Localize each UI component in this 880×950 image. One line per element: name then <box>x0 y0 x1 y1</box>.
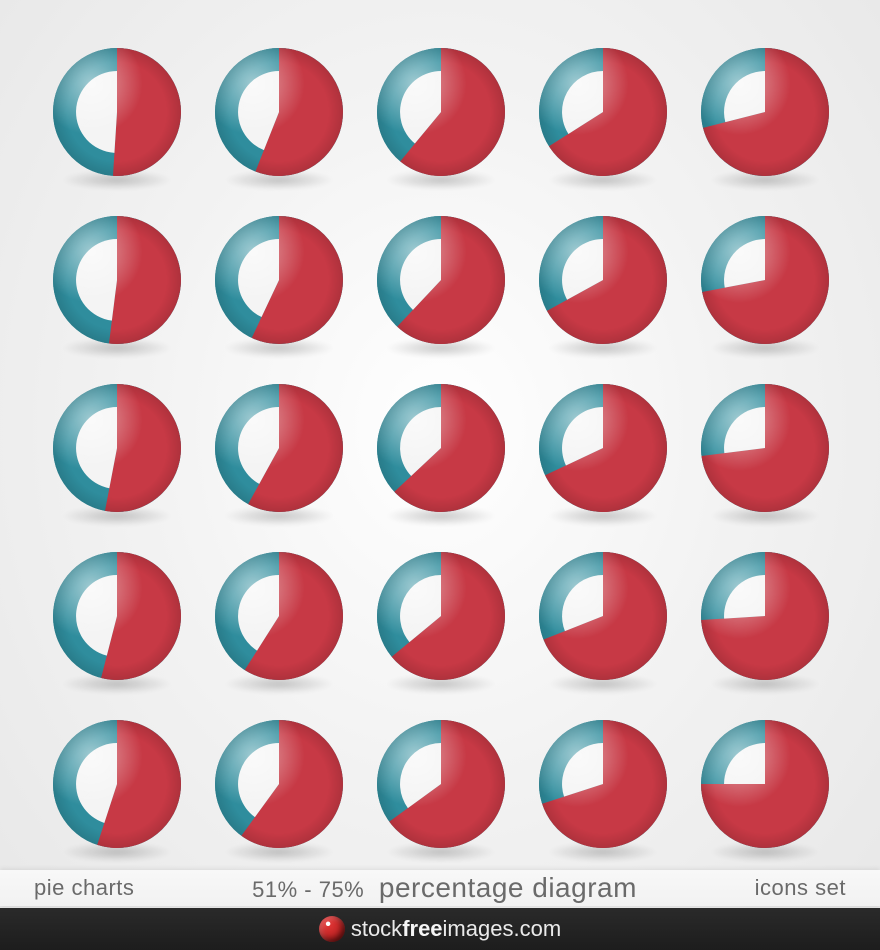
pie-cell <box>360 364 522 532</box>
pie-cell <box>684 532 846 700</box>
pie-chart-icon <box>539 720 667 848</box>
watermark-text: stockfreeimages.com <box>351 916 561 942</box>
pie-chart-icon <box>215 720 343 848</box>
pie-cell <box>36 196 198 364</box>
pie-cell <box>36 364 198 532</box>
pie-chart-icon <box>377 48 505 176</box>
pie-chart-icon <box>215 48 343 176</box>
watermark-bar: stockfreeimages.com <box>0 908 880 950</box>
pie-cell <box>522 196 684 364</box>
caption-title: percentage diagram <box>379 872 637 903</box>
wm-c: images <box>443 916 514 941</box>
pie-cell <box>684 700 846 868</box>
pie-cell <box>198 28 360 196</box>
pie-cell <box>36 532 198 700</box>
pie-chart-icon <box>701 720 829 848</box>
caption-mid: 51% - 75% percentage diagram <box>252 872 637 904</box>
pie-cell <box>522 532 684 700</box>
pie-cell <box>198 532 360 700</box>
caption-right: icons set <box>755 875 846 901</box>
pie-chart-icon <box>701 216 829 344</box>
wm-a: stock <box>351 916 402 941</box>
pie-grid <box>36 28 846 868</box>
pie-cell <box>198 196 360 364</box>
watermark-logo-icon <box>319 916 345 942</box>
pie-chart-icon <box>539 48 667 176</box>
caption-range: 51% - 75% <box>252 877 364 902</box>
pie-chart-icon <box>53 216 181 344</box>
pie-cell <box>684 364 846 532</box>
pie-cell <box>360 196 522 364</box>
pie-cell <box>522 364 684 532</box>
wm-suffix: .com <box>513 916 561 941</box>
pie-cell <box>36 700 198 868</box>
pie-cell <box>360 28 522 196</box>
pie-cell <box>684 28 846 196</box>
pie-chart-icon <box>215 552 343 680</box>
pie-chart-icon <box>701 552 829 680</box>
pie-chart-icon <box>539 216 667 344</box>
wm-b: free <box>402 916 442 941</box>
pie-chart-icon <box>539 552 667 680</box>
pie-cell <box>684 196 846 364</box>
pie-cell <box>198 364 360 532</box>
pie-chart-icon <box>539 384 667 512</box>
caption-bar: pie charts 51% - 75% percentage diagram … <box>0 870 880 906</box>
pie-chart-icon <box>53 384 181 512</box>
pie-cell <box>522 700 684 868</box>
pie-chart-icon <box>53 48 181 176</box>
pie-chart-icon <box>377 384 505 512</box>
pie-chart-icon <box>377 720 505 848</box>
pie-cell <box>522 28 684 196</box>
pie-chart-icon <box>701 384 829 512</box>
pie-chart-icon <box>215 384 343 512</box>
pie-cell <box>198 700 360 868</box>
pie-cell <box>360 700 522 868</box>
pie-cell <box>36 28 198 196</box>
pie-chart-icon <box>215 216 343 344</box>
pie-chart-icon <box>53 552 181 680</box>
pie-chart-icon <box>377 216 505 344</box>
pie-chart-icon <box>377 552 505 680</box>
pie-cell <box>360 532 522 700</box>
pie-chart-icon <box>701 48 829 176</box>
pie-chart-icon <box>53 720 181 848</box>
caption-left: pie charts <box>34 875 134 901</box>
